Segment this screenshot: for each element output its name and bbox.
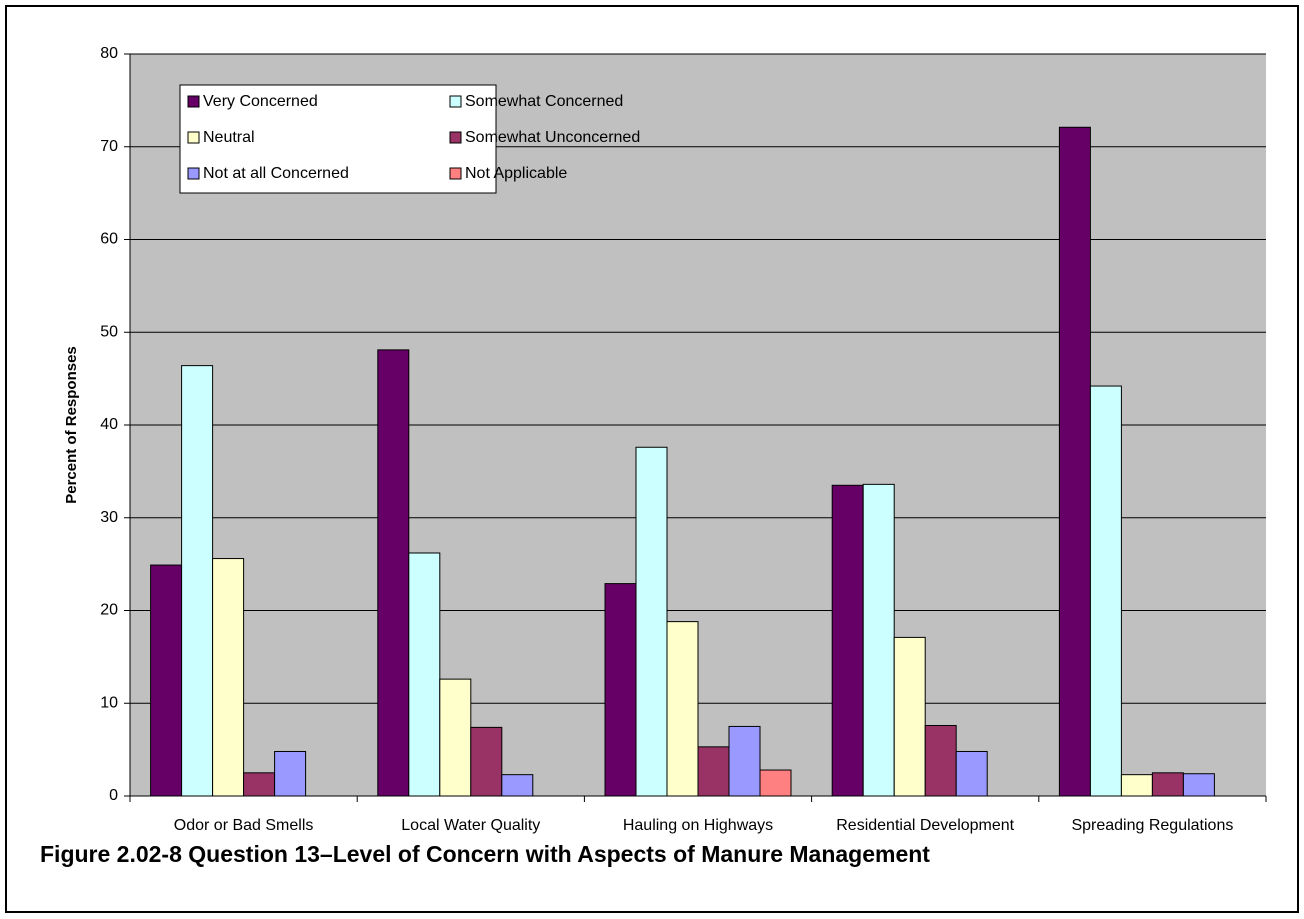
y-tick-label: 10 xyxy=(100,694,118,711)
bar xyxy=(1182,773,1215,797)
legend-label: Very Concerned xyxy=(203,93,318,110)
legend-label: Not at all Concerned xyxy=(203,165,349,182)
bar xyxy=(831,484,864,797)
bar xyxy=(243,772,276,797)
legend-swatch xyxy=(449,131,462,144)
bar xyxy=(893,636,926,797)
x-tick-label: Local Water Quality xyxy=(401,817,540,834)
y-tick-label: 30 xyxy=(100,509,118,526)
bar xyxy=(728,725,761,797)
bar xyxy=(862,483,895,797)
y-tick-label: 60 xyxy=(100,231,118,248)
legend xyxy=(179,84,497,194)
y-tick-label: 50 xyxy=(100,323,118,340)
legend-label: Not Applicable xyxy=(465,165,567,182)
bar xyxy=(150,564,183,797)
bar xyxy=(1120,774,1153,797)
legend-label: Neutral xyxy=(203,129,255,146)
bar xyxy=(501,774,534,797)
bar xyxy=(924,725,957,797)
legend-swatch xyxy=(187,131,200,144)
legend-label: Somewhat Unconcerned xyxy=(465,129,640,146)
bar xyxy=(697,746,730,797)
bar xyxy=(274,750,307,797)
bar xyxy=(439,678,472,797)
caption: Figure 2.02-8 Question 13–Level of Conce… xyxy=(40,841,930,867)
y-tick-label: 80 xyxy=(100,45,118,62)
bar xyxy=(181,365,214,797)
y-axis-title: Percent of Responses xyxy=(63,346,80,504)
legend-swatch xyxy=(449,95,462,108)
bar xyxy=(212,558,245,797)
x-tick-label: Odor or Bad Smells xyxy=(174,817,314,834)
bar xyxy=(470,726,503,797)
legend-swatch xyxy=(449,167,462,180)
bar xyxy=(759,769,792,797)
bar xyxy=(1151,772,1184,797)
y-tick-label: 0 xyxy=(109,787,118,804)
bar xyxy=(408,552,441,797)
legend-label: Somewhat Concerned xyxy=(465,93,623,110)
x-tick-label: Spreading Regulations xyxy=(1071,817,1233,834)
y-tick-label: 20 xyxy=(100,602,118,619)
x-tick-label: Residential Development xyxy=(836,817,1014,834)
y-tick-label: 40 xyxy=(100,416,118,433)
x-tick-label: Hauling on Highways xyxy=(623,817,773,834)
bar xyxy=(1058,126,1091,797)
bar xyxy=(955,750,988,797)
legend-swatch xyxy=(187,167,200,180)
legend-swatch xyxy=(187,95,200,108)
bar xyxy=(604,583,637,797)
bar xyxy=(1089,385,1122,797)
y-tick-label: 70 xyxy=(100,138,118,155)
bar xyxy=(635,446,668,797)
bar xyxy=(377,349,410,797)
bar xyxy=(666,621,699,797)
